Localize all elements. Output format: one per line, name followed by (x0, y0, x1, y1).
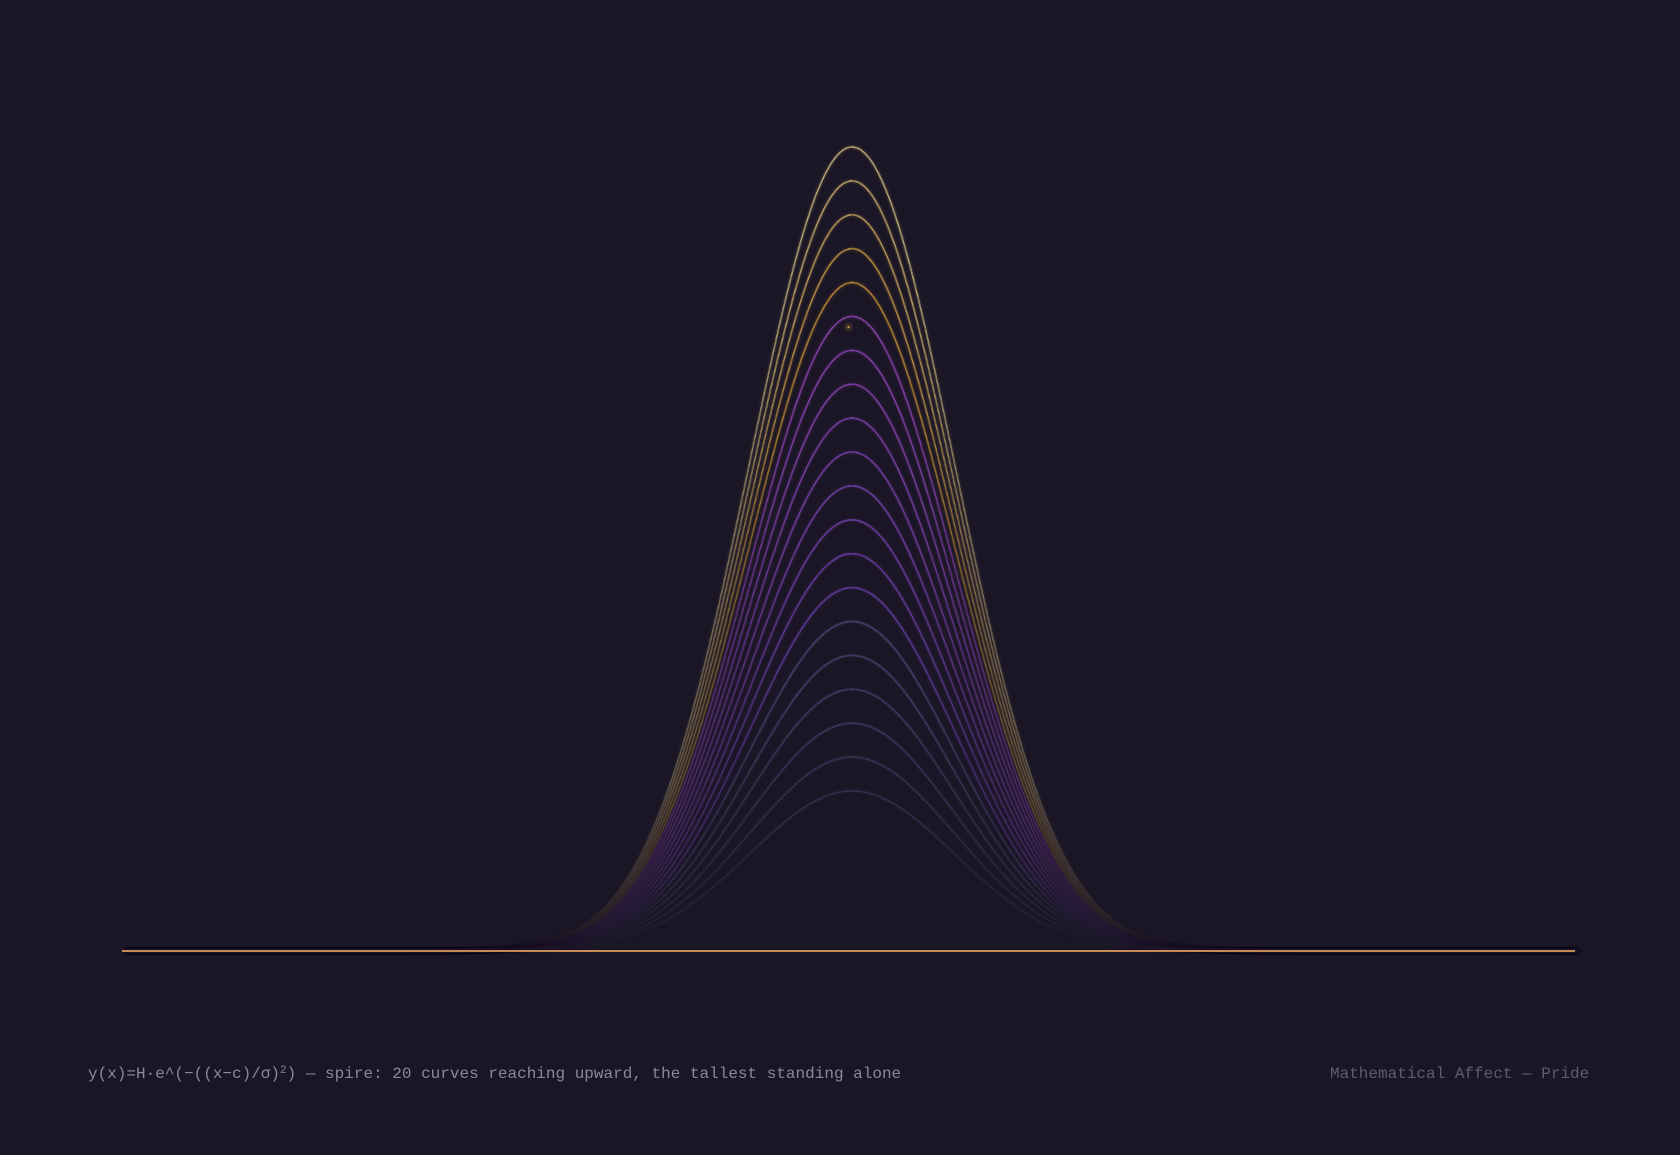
svg-text:Mathematical Affect — Pride: Mathematical Affect — Pride (1330, 1065, 1589, 1083)
svg-text:y(x)=H·e^(−((x−c)/σ)2) —: y(x)=H·e^(−((x−c)/σ)2) — spire: 20 curve… (88, 1065, 901, 1083)
